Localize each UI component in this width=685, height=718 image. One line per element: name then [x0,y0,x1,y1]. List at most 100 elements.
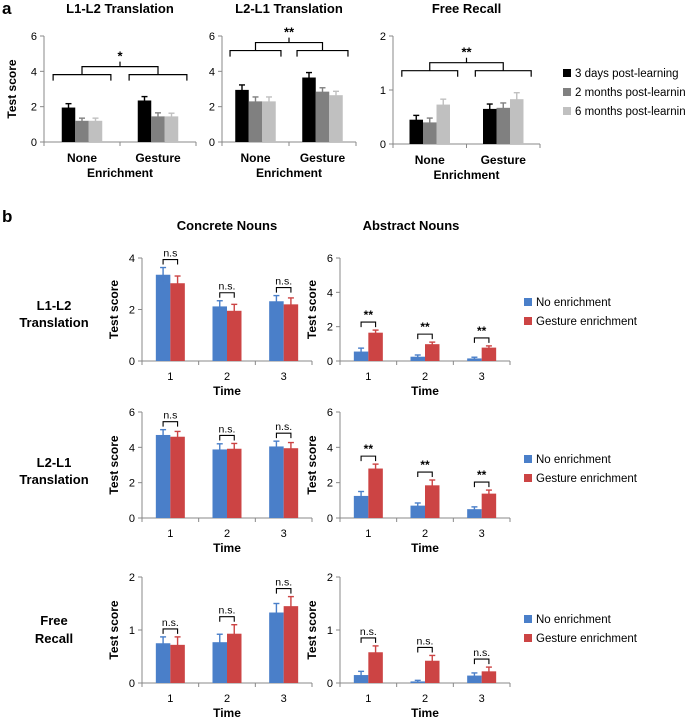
legend-swatch [563,88,571,96]
bar [227,448,242,518]
bar [212,306,227,361]
chart-b11: 0 2 4 1 2 3 Time Test score n.s n.s. n.s. [107,248,313,398]
legend-label: Gesture enrichment [536,633,638,645]
y-tick-label: 2 [129,305,135,317]
column-title-abstract: Abstract Nouns [363,218,460,233]
significance-label: ** [284,25,295,40]
significance-label: n.s. [162,617,179,629]
significance-bracket [275,588,292,594]
x-tick-label: 2 [224,528,230,540]
legend-label: No enrichment [536,297,612,309]
y-tick-label: 4 [129,442,135,454]
bar [467,675,482,683]
x-tick-label: 3 [281,371,287,383]
significance-label: ** [477,324,487,338]
x-tick-label: 1 [365,371,371,383]
bar [368,332,383,361]
significance-bracket [473,658,490,665]
x-axis-label-a1: Enrichment [87,166,153,180]
legend-swatch [563,107,571,115]
bar [61,107,76,142]
significance-bracket [417,646,433,653]
legend-swatch [524,615,532,623]
significance-label: ** [477,468,487,482]
significance-bracket [219,434,235,441]
bar [227,633,242,683]
y-tick-label: 4 [31,66,37,78]
x-tick-label: 1 [365,528,371,540]
y-tick-label: 0 [129,356,135,368]
y-tick-label: 1 [380,85,386,97]
x-axis-label-b12: Time [411,384,439,398]
x-tick-label: 2 [224,371,230,383]
x-tick-label: None [67,151,97,165]
bar [436,104,450,144]
x-tick-label: 3 [479,528,485,540]
bar [481,671,497,683]
chart-b21: 0 2 4 6 1 2 3 Time Test score n.s n.s. n.s. [107,407,313,555]
bar [353,495,369,518]
x-tick-label: Gesture [481,153,527,167]
bar [410,356,425,361]
x-axis-label-a2: Enrichment [256,166,322,180]
row-label-l1l2-line2: Translation [19,315,88,330]
bar [467,358,482,361]
bar [155,643,171,683]
significance-bracket [229,37,349,57]
x-axis-label-a3: Enrichment [433,168,499,182]
chart-title-a2: L2-L1 Translation [235,1,343,16]
x-axis-label-b31: Time [213,706,241,718]
y-tick-label: 2 [327,322,333,334]
bar [212,642,227,683]
y-axis-label-b31: Test score [107,600,121,659]
legend-swatch [524,455,532,463]
legends-layer: 3 days post-learning 2 months post-learni… [524,68,685,645]
y-tick-label: 0 [209,137,215,149]
legend-label: No enrichment [536,454,612,466]
y-tick-label: 6 [327,253,333,265]
bar [496,107,510,144]
significance-label: n.s. [360,626,377,638]
bar [425,660,440,683]
significance-label: n.s. [275,421,292,433]
bar [410,505,425,518]
bar [170,436,185,518]
y-tick-label: 6 [327,407,333,419]
significance-label: n.s. [275,577,292,589]
x-axis-label-b21: Time [213,541,241,555]
bar [353,675,369,683]
bar [269,446,284,518]
bar [510,99,524,144]
significance-label: ** [420,458,430,472]
legend-label: Gesture enrichment [536,473,638,485]
y-tick-label: 2 [209,102,215,114]
bar [425,485,440,518]
row-label-l2l1-line2: Translation [19,472,88,487]
bar [155,274,171,361]
legend-label: 6 months post-learning [575,106,685,118]
significance-label: ** [364,308,374,322]
significance-bracket [473,481,490,488]
x-tick-label: 2 [422,371,428,383]
x-axis-label-b22: Time [411,541,439,555]
bar [212,449,227,518]
significance-bracket [219,616,235,622]
significance-label: * [117,49,123,64]
significance-label: ** [461,45,472,60]
bar [283,606,299,683]
significance-label: ** [364,442,374,456]
y-axis-label-b22: Test score [305,435,319,494]
significance-label: n.s. [473,647,490,659]
x-axis-label-b11: Time [213,384,241,398]
x-tick-label: 1 [167,693,173,705]
bar [315,91,330,142]
legend-swatch [524,298,532,306]
row-label-free-line1: Free [40,613,67,628]
significance-label: n.s [163,248,177,260]
y-tick-label: 0 [129,678,135,690]
y-tick-label: 1 [327,625,333,637]
bar [481,493,497,518]
legend-swatch [524,634,532,642]
